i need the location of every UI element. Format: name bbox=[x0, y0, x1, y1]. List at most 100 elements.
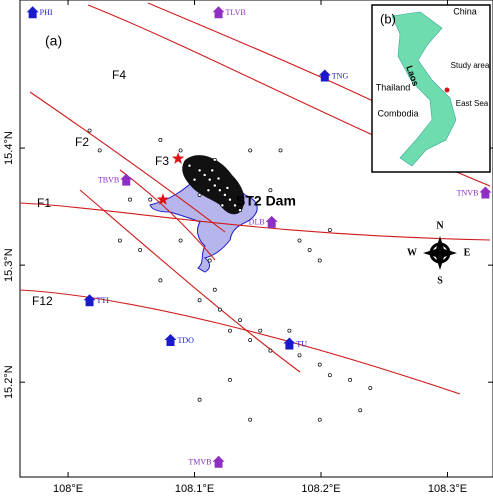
earthquake bbox=[216, 176, 221, 181]
earthquake bbox=[268, 188, 273, 193]
earthquake bbox=[158, 278, 163, 283]
x-tick-label: 108.2°E bbox=[301, 483, 340, 495]
earthquake bbox=[207, 177, 212, 182]
y-tick-label: 15.3°N bbox=[3, 248, 15, 282]
station-label: TTI bbox=[97, 296, 110, 305]
earthquake bbox=[238, 208, 243, 213]
compass-n: N bbox=[436, 220, 444, 231]
earthquake bbox=[192, 177, 197, 182]
earthquake bbox=[197, 192, 202, 197]
dam-label: ST2 Dam bbox=[236, 193, 296, 209]
earthquake bbox=[117, 238, 122, 243]
station-label: TLVB bbox=[226, 8, 246, 17]
earthquake bbox=[248, 417, 253, 422]
earthquake bbox=[217, 307, 222, 312]
earthquake bbox=[206, 188, 211, 193]
inset: (b) China Laos Thailand Combodia Study a… bbox=[371, 4, 491, 173]
earthquake bbox=[225, 185, 230, 190]
station-label: TNVB bbox=[457, 188, 479, 197]
station bbox=[318, 69, 331, 82]
earthquake bbox=[197, 397, 202, 402]
earthquake bbox=[227, 197, 232, 202]
fault bbox=[19, 202, 491, 241]
earthquake bbox=[307, 247, 312, 252]
station-label: TDO bbox=[178, 336, 195, 345]
earthquake bbox=[317, 417, 322, 422]
x-tick-label: 108.3°E bbox=[428, 483, 467, 495]
earthquake bbox=[248, 338, 253, 342]
inset-panel-label: (b) bbox=[380, 11, 396, 26]
earthquake bbox=[268, 348, 273, 353]
station-label: DLB bbox=[249, 218, 265, 227]
fault-label: F2 bbox=[75, 135, 89, 149]
station bbox=[83, 294, 96, 307]
earthquake bbox=[297, 238, 302, 243]
fault bbox=[119, 169, 216, 261]
earthquake bbox=[287, 328, 292, 333]
compass-e: E bbox=[464, 247, 471, 258]
earthquake bbox=[138, 247, 143, 252]
earthquake bbox=[87, 128, 92, 133]
earthquake bbox=[233, 203, 237, 208]
station bbox=[283, 337, 296, 350]
station-label: TNG bbox=[332, 71, 349, 80]
study-area-marker bbox=[444, 87, 450, 93]
earthquake bbox=[327, 373, 332, 378]
earthquake bbox=[297, 353, 302, 358]
earthquake bbox=[317, 258, 322, 263]
earthquake bbox=[258, 328, 263, 333]
vietnam-shape bbox=[391, 11, 457, 167]
earthquake bbox=[197, 168, 202, 173]
earthquake bbox=[217, 188, 222, 193]
earthquake bbox=[187, 163, 192, 168]
fault bbox=[29, 91, 226, 233]
inset-label: China bbox=[453, 6, 477, 16]
main-shock bbox=[156, 193, 170, 205]
x-tick-label: 108°E bbox=[53, 483, 83, 495]
station-label: TU bbox=[296, 339, 307, 348]
earthquake bbox=[212, 183, 217, 188]
earthquake bbox=[212, 287, 217, 292]
y-tick-label: 15.2°N bbox=[3, 365, 15, 399]
earthquake bbox=[220, 203, 225, 208]
y-tick-label: 15.4°N bbox=[3, 131, 15, 165]
station bbox=[212, 6, 225, 19]
inset-label: East Sea bbox=[456, 99, 489, 108]
station bbox=[120, 173, 133, 186]
fault bbox=[19, 289, 461, 395]
station bbox=[479, 186, 492, 199]
station bbox=[26, 6, 39, 19]
earthquake bbox=[210, 168, 215, 173]
station bbox=[265, 215, 278, 228]
earthquake bbox=[158, 137, 163, 142]
earthquake bbox=[222, 192, 227, 197]
earthquake bbox=[178, 148, 183, 153]
earthquake bbox=[317, 362, 322, 367]
earthquake bbox=[197, 298, 202, 303]
inset-label: Thailand bbox=[376, 82, 411, 92]
earthquake bbox=[238, 318, 243, 323]
earthquake bbox=[128, 197, 132, 202]
inset-label: Combodia bbox=[377, 108, 418, 118]
earthquake bbox=[327, 228, 332, 232]
earthquake bbox=[227, 377, 232, 382]
panel-label: (a) bbox=[45, 33, 62, 49]
earthquake bbox=[207, 258, 212, 263]
x-tick-label: 108.1°E bbox=[175, 483, 214, 495]
fault-label: F4 bbox=[112, 68, 126, 82]
compass-s: S bbox=[437, 275, 443, 286]
compass: N S W E bbox=[407, 220, 471, 286]
earthquake bbox=[348, 377, 353, 382]
station-label: TBVB bbox=[98, 176, 119, 185]
station bbox=[164, 334, 177, 347]
earthquake bbox=[97, 148, 102, 153]
station bbox=[212, 455, 225, 468]
earthquake bbox=[148, 197, 153, 202]
station-label: PHI bbox=[40, 8, 53, 17]
earthquake bbox=[202, 173, 207, 177]
main-shock bbox=[171, 152, 185, 164]
fault-label: F1 bbox=[37, 196, 51, 210]
earthquake bbox=[212, 157, 217, 162]
